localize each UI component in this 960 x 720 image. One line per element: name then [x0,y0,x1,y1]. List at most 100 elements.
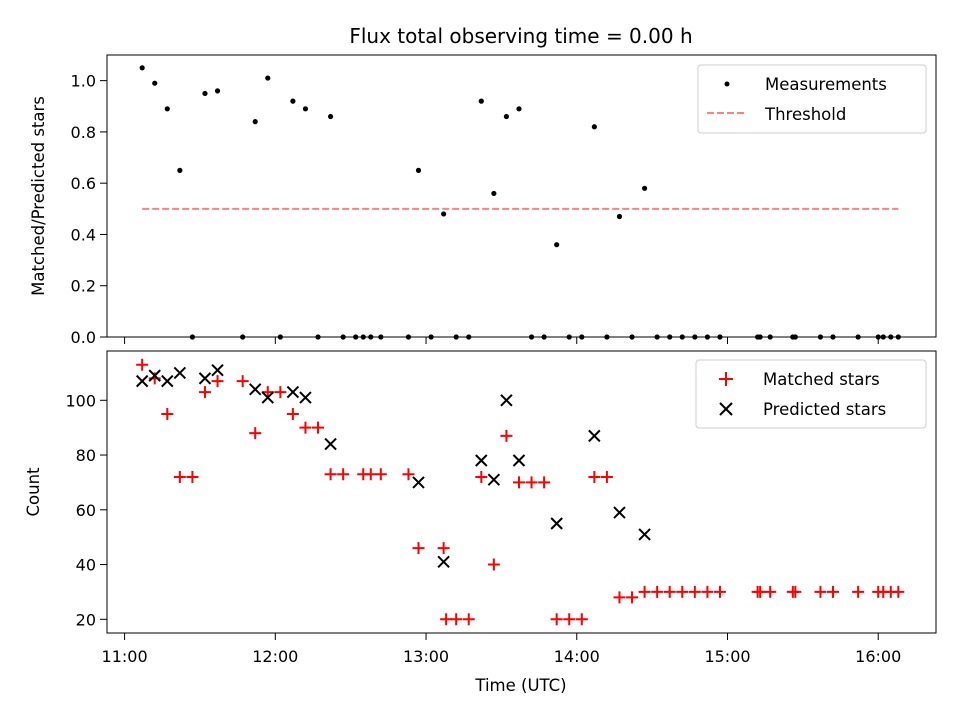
matched-star-point [852,585,865,598]
predicted-star-point [550,517,563,530]
legend-predicted-marker [719,402,733,416]
matched-star-point [475,470,488,483]
predicted-star-point [588,429,601,443]
top-legend-box [697,64,927,134]
matched-star-point [638,585,651,598]
legend-predicted-label: Predicted stars [763,400,886,419]
matched-star-point [626,591,639,604]
bottom-legend-box [695,359,927,429]
bottom-y-tick-label: 80 [76,446,96,465]
matched-star-point [651,585,664,598]
matched-star-point [789,585,802,598]
matched-star-point [198,386,211,399]
measurement-point [214,88,221,94]
x-tick-label: 16:00 [855,647,901,666]
predicted-star-point [261,391,274,404]
top-y-ticks: 0.0 0.2 0.4 0.6 0.8 1.0 [71,72,107,347]
top-panel: 0.0 0.2 0.4 0.6 0.8 1.0 Matched/Predicted sta… [29,54,937,347]
measurement-point [164,106,170,112]
measurement-point [591,124,597,130]
predicted-star-point [198,372,212,385]
predicted-star-point [249,383,262,396]
matched-star-point [462,613,475,626]
predicted-star-point [638,528,651,541]
matched-star-point [324,468,337,481]
measurement-point [327,113,334,120]
top-y-tick-label: 1.0 [71,72,96,91]
matched-star-point [676,585,689,598]
matched-star-point [312,421,325,434]
bottom-y-tick-label: 100 [65,391,96,410]
legend-measurements-marker [724,81,730,87]
measurement-point [516,106,522,112]
predicted-star-point [148,369,161,382]
legend-measurements-label: Measurements [765,75,887,94]
predicted-star-point [161,374,174,388]
matched-star-point [538,476,551,489]
x-tick-label: 14:00 [554,647,600,666]
measurement-point [415,167,422,173]
measurement-point [252,119,258,125]
measurement-point [202,90,208,97]
top-legend: Measurements Threshold [697,64,927,134]
matched-star-point [701,585,714,598]
matched-star-point [437,542,450,555]
measurement-point [177,167,183,173]
matched-star-point [613,591,626,604]
top-y-tick-label: 0.2 [71,277,96,296]
matched-star-point [440,613,453,626]
measurement-point [265,75,271,81]
matched-star-point [563,613,576,626]
matched-star-point [211,375,224,388]
legend-matched-marker [719,372,733,386]
matched-star-point [575,613,588,626]
matched-star-point [161,407,174,420]
top-marks [139,65,901,340]
matched-star-point [286,407,299,420]
matched-star-point [713,585,726,598]
matched-star-point [754,585,767,598]
matched-star-point [261,386,274,399]
top-y-tick-label: 0.8 [71,123,96,142]
top-x-ticks [124,337,879,344]
x-tick-label: 11:00 [102,647,148,666]
matched-star-point [364,468,377,481]
matched-star-point [337,468,350,481]
bottom-y-axis-label: Count [24,467,43,517]
predicted-star-point [487,473,501,486]
matched-star-point [186,470,199,483]
legend-threshold-label: Threshold [764,105,846,124]
matched-star-point [588,470,601,483]
matched-star-point [512,476,525,489]
measurement-point [641,185,648,191]
bottom-y-tick-label: 40 [76,556,96,575]
measurement-point [290,98,296,104]
bottom-y-ticks: 20 40 60 80 100 [65,391,107,629]
measurement-point [554,242,560,248]
bottom-panel: 20 40 60 80 100 11:00 12:00 13:00 14:00 15:00 16:… [24,350,937,695]
matched-star-point [450,613,463,626]
top-y-tick-label: 0.6 [71,174,96,193]
predicted-star-point [135,374,149,388]
x-axis-label: Time (UTC) [474,676,566,695]
predicted-star-point [475,454,488,467]
matched-star-point [412,542,425,555]
predicted-star-point [324,437,337,451]
bottom-marks [135,358,905,626]
matched-star-point [500,429,513,442]
matched-star-point [249,427,262,440]
top-y-axis-label: Matched/Predicted stars [29,96,48,296]
bottom-x-ticks: 11:00 12:00 13:00 14:00 15:00 16:00 [102,633,901,666]
x-tick-label: 15:00 [704,647,750,666]
matched-star-point [764,585,777,598]
predicted-star-point [286,385,300,399]
top-y-tick-label: 0.4 [71,225,96,244]
matched-star-point [236,375,249,388]
predicted-star-point [437,555,450,569]
matched-star-point [827,585,840,598]
top-y-tick-label: 0.0 [71,328,96,347]
predicted-star-point [211,363,224,377]
matched-star-point [663,585,676,598]
chart-title: Flux total observing time = 0.00 h [349,24,692,48]
bottom-y-tick-label: 60 [76,501,96,520]
